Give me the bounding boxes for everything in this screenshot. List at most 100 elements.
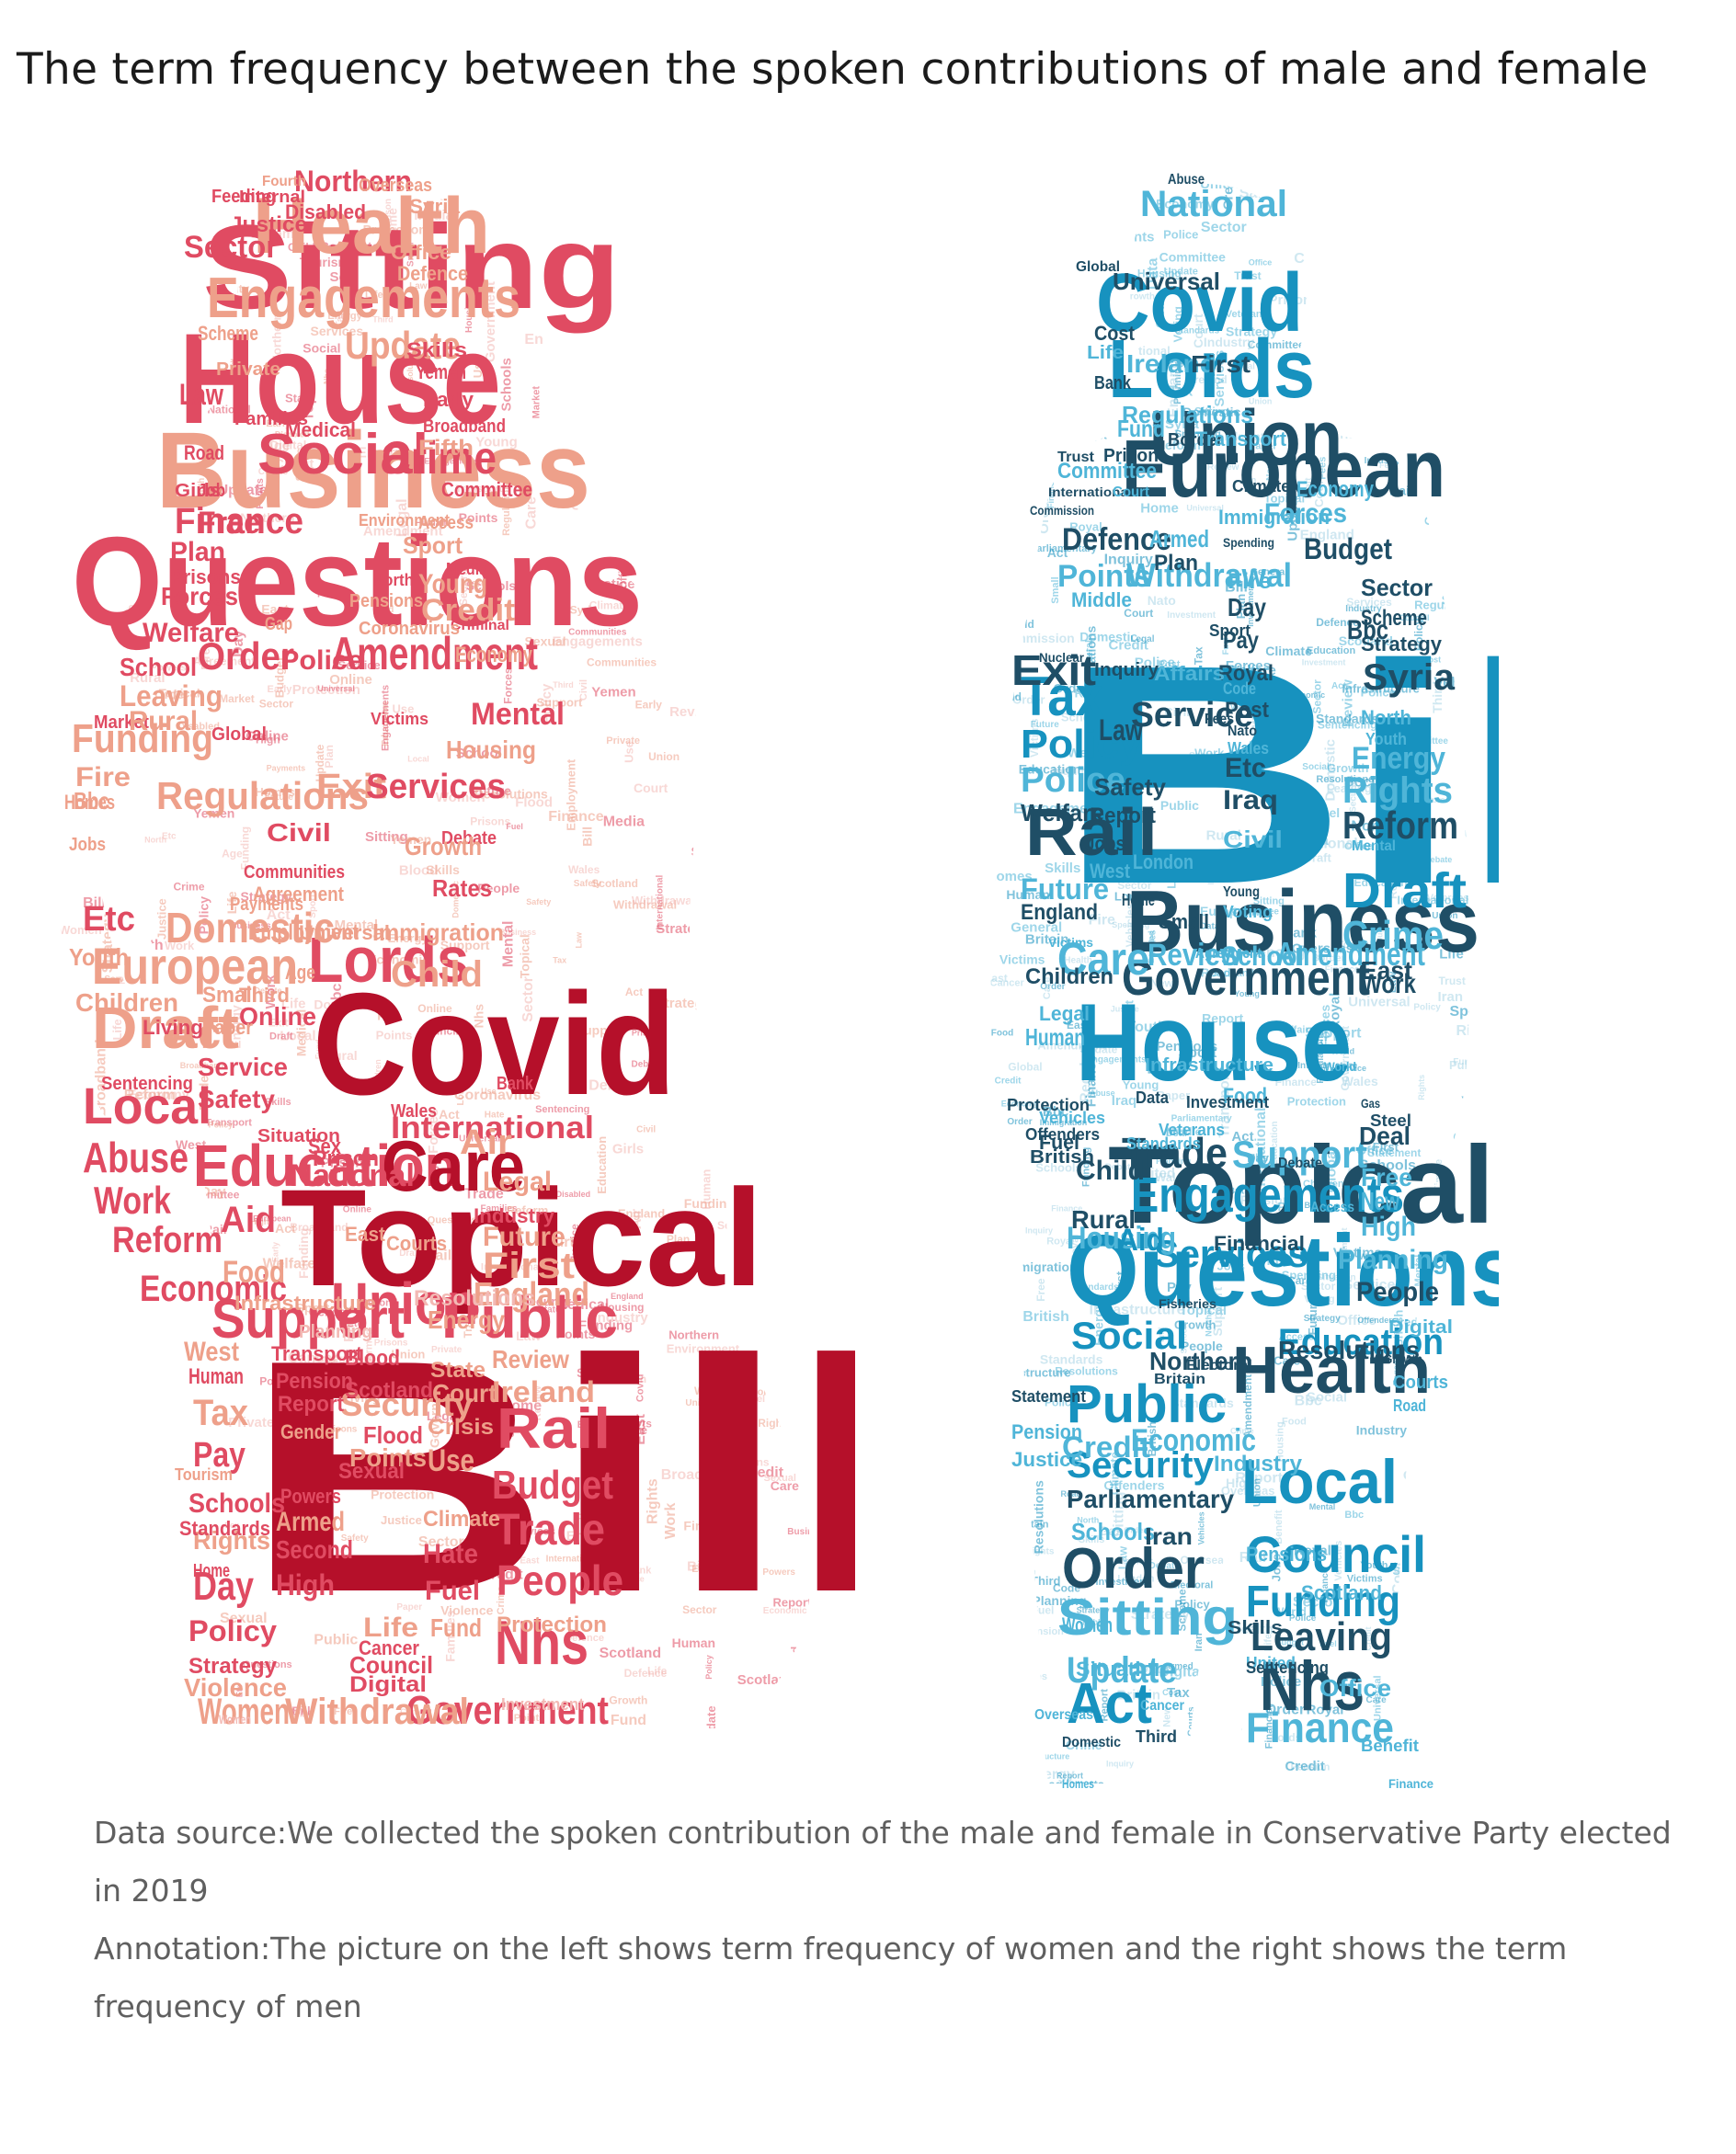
- filler-word-universal: Universal: [1348, 995, 1410, 1010]
- word-withdrawal: Withdrawal: [1126, 556, 1292, 594]
- filler-word-infrastructure: Infrastructure: [1090, 1302, 1185, 1317]
- filler-word-benefit: Benefit: [1273, 1510, 1285, 1544]
- word-agreement: Agreement: [1195, 946, 1262, 962]
- filler-word-bill: Bill: [83, 895, 106, 911]
- word-nuclear: Nuclear: [1039, 650, 1085, 665]
- filler-word-points: Points: [514, 1713, 545, 1724]
- filler-word-armed: Armed: [364, 1329, 375, 1362]
- filler-word-security: Security: [1349, 776, 1359, 813]
- word-british: British: [1030, 1147, 1094, 1168]
- word-sport: Sport: [1209, 621, 1251, 640]
- filler-word-draft: Draft: [269, 1031, 293, 1043]
- filler-word-sexual: Sexual: [764, 1473, 796, 1484]
- word-plan: Plan: [1154, 551, 1198, 576]
- filler-word-first: First: [1373, 1140, 1399, 1154]
- filler-word-young: Young: [509, 1699, 546, 1713]
- filler-word-mental: Mental: [1309, 1502, 1336, 1511]
- filler-word-crime: Crime: [400, 1707, 424, 1716]
- filler-word-fuel: Fuel: [745, 1394, 766, 1405]
- filler-word-pension: Pension: [1291, 1762, 1331, 1773]
- filler-word-use: Use: [471, 356, 485, 378]
- filler-word-energy: Energy: [388, 931, 429, 945]
- female-silhouette-cloud-svg: BusinessEnergyTransportInternationalLoca…: [55, 165, 855, 1756]
- filler-word-data: Data: [1296, 833, 1329, 849]
- word-fire: Fire: [75, 762, 131, 792]
- word-child: Child: [391, 954, 483, 995]
- filler-word-disabled: Disabled: [556, 1190, 591, 1199]
- word-points: Points: [1057, 559, 1151, 594]
- word-office: Office: [1319, 1674, 1391, 1702]
- filler-word-support: Support: [440, 938, 490, 952]
- filler-word-data: Data: [1200, 922, 1220, 932]
- word-day: Day: [193, 1564, 254, 1609]
- filler-word-regulations: Regulations: [1316, 1031, 1326, 1084]
- filler-word-services: Services: [1212, 350, 1228, 407]
- filler-word-economic: Economic: [763, 1606, 807, 1616]
- filler-word-leaving: Leaving: [1283, 812, 1321, 823]
- filler-word-engagements: Engagements: [553, 634, 643, 650]
- filler-word-work: Work: [663, 1502, 679, 1539]
- filler-word-market: Market: [531, 386, 542, 419]
- word-safety: Safety: [198, 1085, 275, 1113]
- filler-word-sentencing: Sentencing: [1226, 945, 1305, 961]
- word-union: Union: [1149, 394, 1342, 481]
- word-girls: Girls: [175, 481, 221, 501]
- word-resolutions: Resolutions: [414, 1286, 535, 1311]
- filler-word-london: London: [1117, 1574, 1155, 1585]
- filler-word-questions: Questions: [428, 1214, 477, 1225]
- filler-word-crime: Crime: [496, 1586, 507, 1614]
- filler-word-union: Union: [392, 1348, 426, 1362]
- word-legal: Legal: [483, 1167, 552, 1197]
- filler-word-sport: Sport: [296, 1301, 330, 1316]
- filler-word-resolutions: Resolutions: [1031, 1480, 1045, 1554]
- word-housing: Housing: [1067, 1221, 1176, 1256]
- filler-word-services: Services: [510, 1524, 556, 1537]
- word-immigration: Immigration: [1218, 506, 1330, 529]
- female-major-words: BillQuestionsBusinessHouseSittingCovidTo…: [64, 165, 855, 1733]
- filler-word-order: Order: [1259, 790, 1284, 800]
- filler-word-fees: Fees: [1379, 461, 1399, 470]
- filler-word-order: Order: [1124, 1526, 1147, 1535]
- filler-word-leaving: Leaving: [1327, 781, 1372, 795]
- word-economy: Economy: [1296, 477, 1375, 502]
- filler-word-broadband: Broadband: [93, 1039, 108, 1116]
- word-road: Road: [184, 441, 224, 464]
- filler-word-care: Care: [523, 496, 539, 530]
- word-report: Report: [278, 1392, 344, 1417]
- filler-word-engagements: Engagements: [424, 456, 478, 465]
- filler-word-social: Social: [1302, 762, 1330, 772]
- filler-word-service: Service: [338, 658, 381, 672]
- filler-word-paper: Paper: [1157, 1088, 1190, 1102]
- filler-word-media: Media: [603, 815, 645, 830]
- filler-word-royal: Royal: [1327, 993, 1342, 1031]
- word-finance: Finance: [175, 501, 303, 541]
- filler-word-general: General: [1251, 567, 1288, 578]
- filler-word-statement: Statement: [1367, 1146, 1421, 1159]
- filler-word-flood: Flood: [372, 175, 405, 188]
- filler-word-courts: Courts: [616, 1418, 652, 1430]
- word-england: England: [1021, 900, 1098, 925]
- filler-word-future: Future: [471, 783, 511, 798]
- filler-word-overseas: Overseas: [1292, 941, 1354, 957]
- word-trade: Trade: [1122, 1129, 1228, 1177]
- filler-word-topical: Topical: [518, 934, 532, 978]
- female-cloud-background: [55, 165, 855, 1756]
- filler-word-police: Police: [1135, 655, 1175, 671]
- filler-word-tax: Tax: [553, 956, 566, 965]
- filler-word-sector: Sector: [418, 1534, 464, 1550]
- filler-word-skills: Skills: [265, 1097, 291, 1108]
- filler-word-transport: Transport: [462, 1287, 474, 1338]
- word-lords: Lords: [1108, 324, 1315, 416]
- word-third: Third: [1136, 1727, 1177, 1746]
- filler-word-victims: Victims: [1230, 702, 1260, 712]
- filler-word-prisons: Prisons: [632, 1029, 662, 1038]
- word-rail: Rail: [497, 1397, 611, 1461]
- filler-word-update: Update: [314, 744, 326, 781]
- filler-word-skills: Skills: [292, 448, 307, 482]
- word-questions: Questions: [1067, 1214, 1499, 1328]
- word-disabled: Disabled: [285, 200, 366, 223]
- word-crime: Crime: [1342, 913, 1444, 958]
- word-withdrawal: Withdrawal: [285, 1692, 469, 1732]
- word-iran: Iran: [1145, 1522, 1193, 1550]
- filler-word-funding: Funding: [296, 1228, 311, 1279]
